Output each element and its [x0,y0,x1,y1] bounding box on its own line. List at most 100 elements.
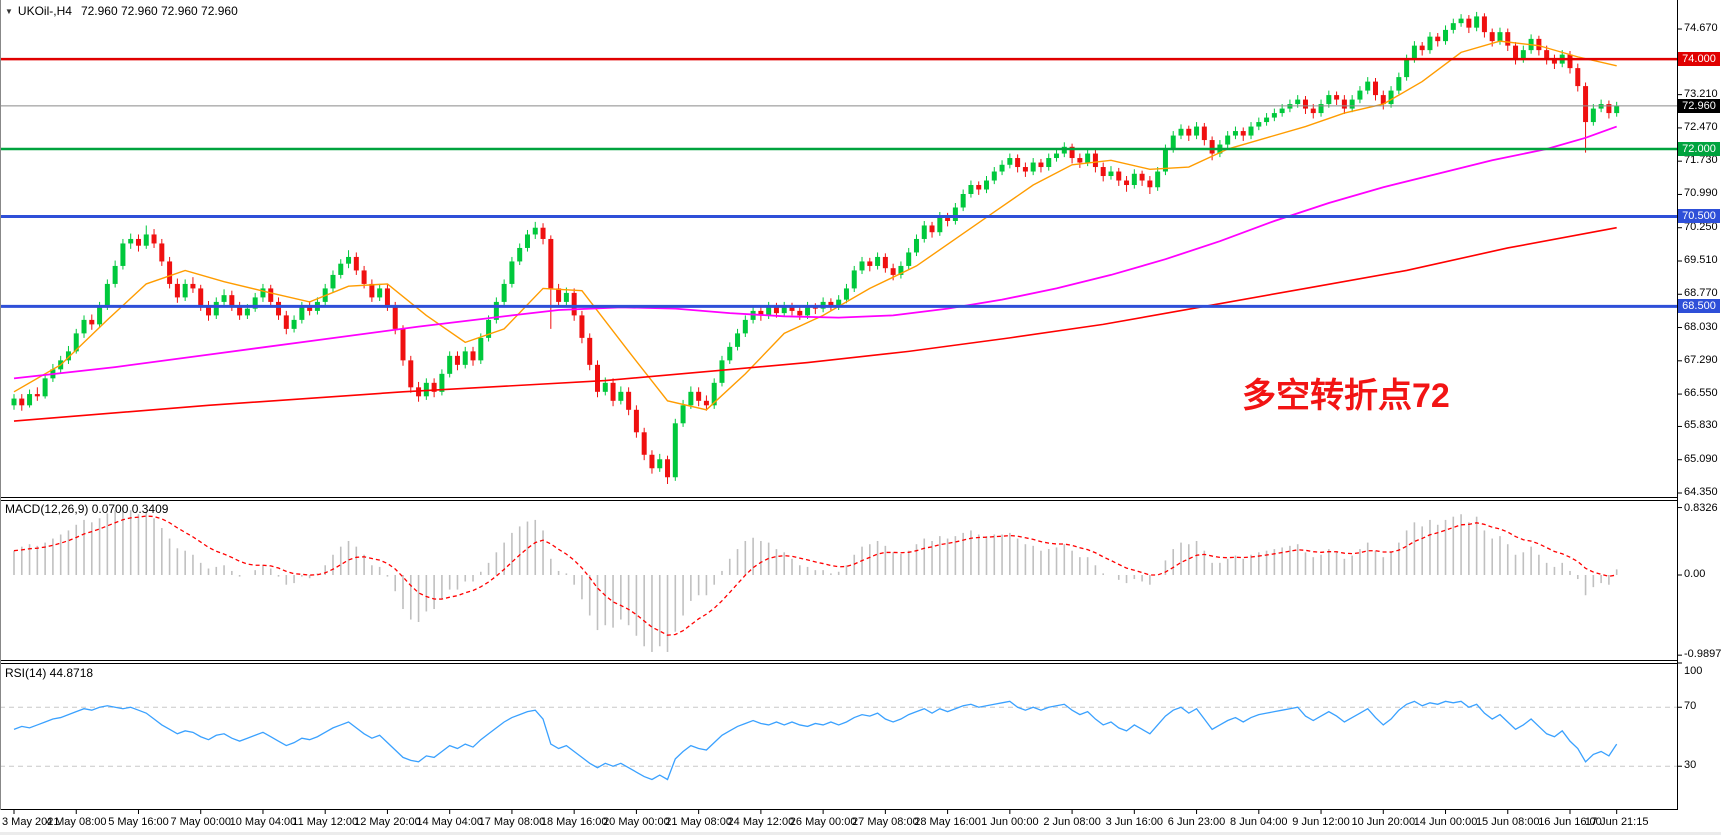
time-tick-label: 8 Jun 04:00 [1230,816,1288,828]
candle-down [649,454,655,469]
candle-down [1124,180,1130,186]
time-tick-label: 11 May 12:00 [292,816,359,828]
candle-down [1505,32,1511,46]
candle-up [509,261,515,284]
candle-down [1069,146,1075,159]
candle-up [377,288,383,298]
chart-title: ▼ UKOil-,H4 72.960 72.960 72.960 72.960 [5,4,238,18]
candle-up [1225,135,1231,145]
candle-up [851,270,857,289]
candle-down [773,306,779,314]
candle-down [1015,158,1021,168]
candle-down [665,459,671,478]
candle-up [478,337,484,361]
candle-down [470,351,476,361]
candle-up [742,319,748,334]
candle-up [1326,95,1332,105]
candle-up [128,238,134,244]
price-axis[interactable]: 75.41074.67073.93073.21072.47071.73070.9… [1678,0,1721,835]
candle-down [151,234,157,244]
candle-down [1551,59,1557,64]
candle-up [1162,149,1168,172]
candle-down [19,398,25,406]
candle-down [703,400,709,406]
candle-up [913,238,919,253]
time-tick-label: 15 Jun 08:00 [1475,816,1540,828]
candle-down [1077,158,1083,163]
candle-down [206,306,211,316]
candle-up [299,306,305,320]
rsi-indicator-label: RSI(14) 44.8718 [5,666,94,680]
candle-up [1108,171,1114,177]
time-axis[interactable]: 3 May 2021 4 May 08:00 5 May 16:00 7 May 00… [0,810,1721,835]
macd-signal-line [13,515,1617,636]
symbol-timeframe-label: UKOil-,H4 [17,4,72,18]
candle-up [968,185,974,195]
candle-up [921,225,927,239]
candle-up [602,382,608,392]
time-tick-label: 18 May 16:00 [540,816,608,828]
ohlc-quotes: 72.960 72.960 72.960 72.960 [80,4,238,18]
candle-up [532,227,538,235]
symbol-dropdown-icon[interactable]: ▼ [5,7,13,16]
candle-up [1318,104,1324,114]
candle-up [1194,126,1200,136]
candle-down [1513,45,1519,60]
candle-up [1007,158,1013,165]
axis-tick-label: 67.290 [1684,353,1718,366]
candle-down [1022,167,1028,172]
candle-down [1201,126,1207,141]
ma-slow-line [13,226,1617,422]
candle-up [244,308,250,316]
candle-down [276,301,282,316]
candle-up [104,283,110,307]
candle-down [758,310,764,316]
candle-up [1427,36,1433,51]
macd-indicator-label: MACD(12,26,9) 0.0700 0.3409 [5,502,169,516]
time-tick-label: 9 Jun 12:00 [1292,816,1350,828]
axis-tick-label: 72.470 [1684,120,1718,133]
time-tick-label: 21 May 08:00 [665,816,732,828]
candle-up [1388,90,1394,105]
candle-down [1100,167,1106,177]
candle-down [307,306,313,311]
candle-up [252,297,258,309]
candle-up [1396,77,1402,91]
candle-up [1443,29,1449,42]
candle-up [1474,16,1480,28]
candle-up [1030,162,1036,172]
candle-down [633,409,639,433]
candle-up [781,306,787,314]
candle-up [680,405,686,424]
axis-tick-label: 64.350 [1684,485,1718,498]
candle-down [1302,99,1308,109]
axis-tick-label: 68.030 [1684,320,1718,333]
candle-up [1054,153,1060,159]
candle-up [1404,59,1410,78]
candle-down [1116,171,1122,181]
candle-down [384,288,390,307]
candle-down [1466,18,1472,28]
candle-up [11,398,17,406]
time-tick-label: 6 Jun 23:00 [1167,816,1226,828]
candle-up [563,292,569,302]
candle-down [190,283,196,289]
candle-up [501,283,507,302]
candle-up [672,423,678,478]
axis-tick-label: -0.9897 [1684,648,1721,661]
candle-up [1271,113,1277,118]
time-tick-label: 12 May 20:00 [354,816,421,828]
window-bottom-edge [0,832,1721,835]
time-tick-label: 27 May 08:00 [852,816,919,828]
candle-up [439,373,445,392]
candle-up [859,261,865,271]
time-tick-label: 14 Jun 00:00 [1413,816,1478,828]
candle-up [1450,23,1456,30]
candle-down [882,256,888,269]
candle-down [454,355,460,365]
candle-down [1310,108,1316,114]
candle-down [867,261,873,266]
candle-down [890,268,896,275]
candle-down [1139,173,1145,181]
